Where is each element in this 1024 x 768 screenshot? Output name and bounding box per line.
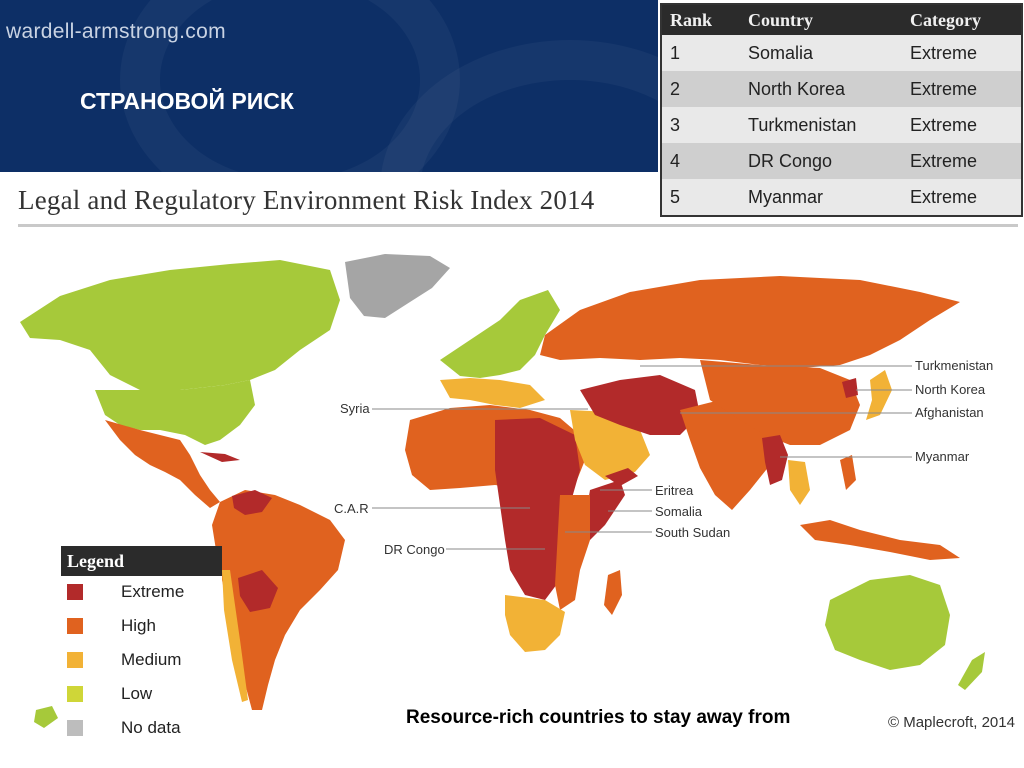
- legend-item-low: Low: [61, 678, 222, 712]
- legend-item-high: High: [61, 610, 222, 644]
- legend-swatch: [67, 720, 83, 736]
- rank-cell: 5: [661, 179, 740, 216]
- label-north-korea: North Korea: [915, 382, 986, 397]
- region-greenland: [345, 254, 450, 318]
- region-bolivia: [238, 570, 278, 612]
- legend-title: Legend: [61, 546, 222, 576]
- legend-swatch: [67, 686, 83, 702]
- region-north-korea: [842, 378, 858, 398]
- region-china: [700, 360, 860, 445]
- region-east-africa: [555, 495, 590, 610]
- rank-cell: 4: [661, 143, 740, 179]
- region-island-left: [34, 706, 58, 728]
- category-cell: Extreme: [902, 143, 1022, 179]
- region-philippines: [840, 455, 856, 490]
- table-row: 1 Somalia Extreme: [661, 35, 1022, 71]
- table-row: 4 DR Congo Extreme: [661, 143, 1022, 179]
- legend-swatch: [67, 618, 83, 634]
- slide-title: СТРАНОВОЙ РИСК: [80, 88, 294, 114]
- world-risk-map: Syria C.A.R DR Congo Turkmenistan North …: [20, 254, 993, 728]
- label-south-sudan: South Sudan: [655, 525, 730, 540]
- category-cell: Extreme: [902, 107, 1022, 143]
- region-canada: [20, 260, 340, 390]
- label-afghanistan: Afghanistan: [915, 405, 984, 420]
- map-legend: Legend Extreme High Medium Low No data: [61, 546, 222, 746]
- category-cell: Extreme: [902, 179, 1022, 216]
- legend-item-no-data: No data: [61, 712, 222, 746]
- region-new-zealand: [958, 652, 985, 690]
- region-south-america: [212, 490, 345, 710]
- region-cuba: [200, 452, 240, 462]
- region-yemen: [605, 468, 638, 486]
- legend-label: No data: [121, 718, 181, 737]
- region-russia: [540, 276, 960, 368]
- legend-item-medium: Medium: [61, 644, 222, 678]
- legend-label: Low: [121, 684, 153, 703]
- region-venezuela: [232, 490, 272, 515]
- legend-label: High: [121, 616, 156, 635]
- slide-header: wardell-armstrong.com СТРАНОВОЙ РИСК: [0, 0, 658, 172]
- title-divider: [18, 224, 1018, 227]
- country-cell: Turkmenistan: [740, 107, 902, 143]
- legend-label: Medium: [121, 650, 182, 669]
- region-chile: [222, 570, 248, 702]
- legend-item-extreme: Extreme: [61, 576, 222, 610]
- map-title: Legal and Regulatory Environment Risk In…: [18, 185, 595, 215]
- region-somalia: [585, 480, 625, 540]
- label-car: C.A.R: [334, 501, 369, 516]
- category-cell: Extreme: [902, 35, 1022, 71]
- region-indonesia: [800, 520, 960, 560]
- label-dr-congo: DR Congo: [384, 542, 445, 557]
- rank-cell: 1: [661, 35, 740, 71]
- table-row: 2 North Korea Extreme: [661, 71, 1022, 107]
- region-middle-east-extreme: [580, 375, 700, 435]
- legend-swatch: [67, 652, 83, 668]
- region-australia: [825, 575, 950, 670]
- region-europe-south: [440, 378, 545, 408]
- risk-rank-table: Rank Country Category 1 Somalia Extreme …: [660, 3, 1023, 217]
- map-caption: Resource-rich countries to stay away fro…: [406, 707, 791, 728]
- rank-cell: 3: [661, 107, 740, 143]
- legend-swatch: [67, 584, 83, 600]
- table-row: 5 Myanmar Extreme: [661, 179, 1022, 216]
- label-myanmar: Myanmar: [915, 449, 970, 464]
- label-syria: Syria: [340, 401, 370, 416]
- country-cell: Somalia: [740, 35, 902, 71]
- country-cell: DR Congo: [740, 143, 902, 179]
- rank-cell: 2: [661, 71, 740, 107]
- legend-label: Extreme: [121, 582, 185, 601]
- table-row: 3 Turkmenistan Extreme: [661, 107, 1022, 143]
- region-europe-west: [440, 290, 560, 378]
- table-header-row: Rank Country Category: [661, 4, 1022, 35]
- label-eritrea: Eritrea: [655, 483, 694, 498]
- column-header-category: Category: [902, 4, 1022, 35]
- region-southern-africa: [505, 595, 565, 652]
- category-cell: Extreme: [902, 71, 1022, 107]
- site-url: wardell-armstrong.com: [6, 20, 226, 43]
- map-copyright: © Maplecroft, 2014: [888, 714, 1015, 731]
- region-mexico: [105, 420, 220, 508]
- column-header-country: Country: [740, 4, 902, 35]
- country-cell: Myanmar: [740, 179, 902, 216]
- region-myanmar: [762, 435, 788, 485]
- region-japan: [866, 370, 892, 420]
- country-cell: North Korea: [740, 71, 902, 107]
- region-southeast-asia: [788, 460, 810, 505]
- label-somalia: Somalia: [655, 504, 703, 519]
- label-turkmenistan: Turkmenistan: [915, 358, 993, 373]
- region-madagascar: [604, 570, 622, 615]
- column-header-rank: Rank: [661, 4, 740, 35]
